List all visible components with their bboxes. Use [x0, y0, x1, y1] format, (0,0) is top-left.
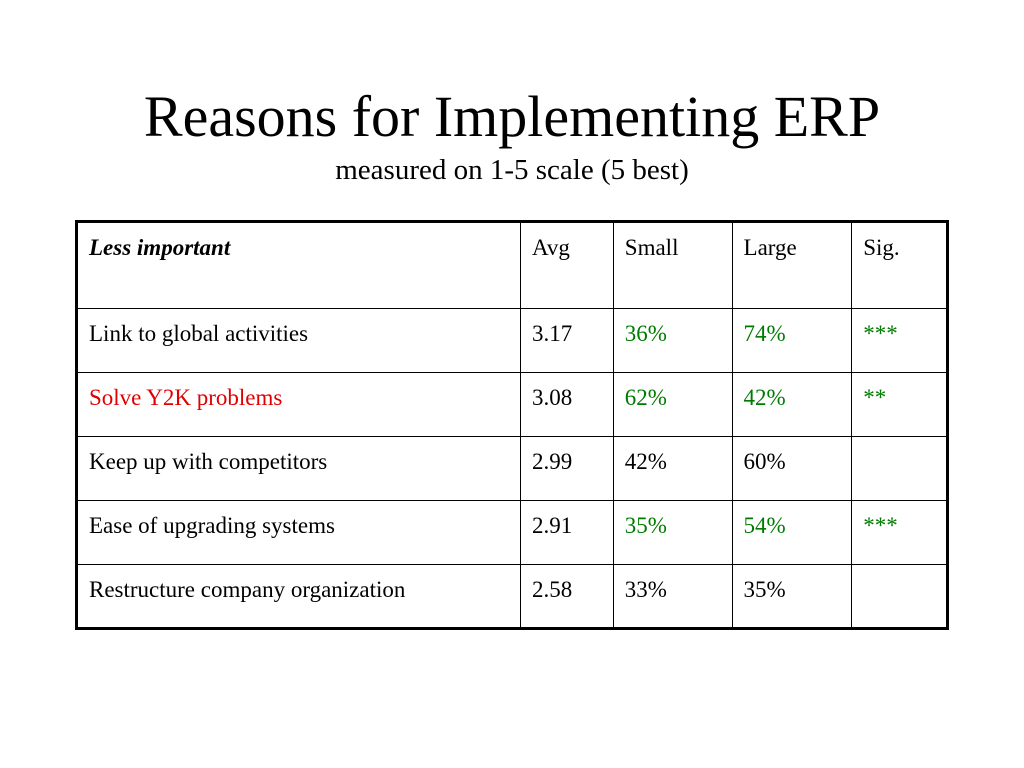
- header-large: Large: [731, 221, 853, 309]
- large-cell: 60%: [731, 436, 853, 501]
- table-row: Keep up with competitors 2.99 42% 60%: [76, 436, 948, 501]
- avg-cell: 3.08: [520, 372, 614, 437]
- large-cell: 54%: [731, 500, 853, 565]
- factor-cell: Solve Y2K problems: [76, 372, 521, 437]
- header-factor: Less important: [76, 221, 521, 309]
- avg-cell: 3.17: [520, 308, 614, 373]
- header-factor-label: Less important: [89, 235, 231, 260]
- sig-cell: ***: [851, 500, 948, 565]
- table-row: Restructure company organization 2.58 33…: [76, 564, 948, 629]
- header-small: Small: [612, 221, 733, 309]
- table-row: Ease of upgrading systems 2.91 35% 54% *…: [76, 500, 948, 565]
- factor-cell: Restructure company organization: [76, 564, 521, 629]
- small-cell: 33%: [612, 564, 733, 629]
- small-cell: 42%: [612, 436, 733, 501]
- factor-cell: Link to global activities: [76, 308, 521, 373]
- avg-cell: 2.99: [520, 436, 614, 501]
- slide-subtitle: measured on 1-5 scale (5 best): [335, 154, 689, 186]
- factor-cell: Keep up with competitors: [76, 436, 521, 501]
- table-row: Link to global activities 3.17 36% 74% *…: [76, 308, 948, 373]
- sig-cell: [851, 564, 948, 629]
- table-header-row: Less important Avg Small Large Sig.: [76, 221, 948, 309]
- sig-cell: ***: [851, 308, 948, 373]
- slide-title: Reasons for Implementing ERP: [143, 84, 881, 149]
- small-cell: 36%: [612, 308, 733, 373]
- small-cell: 62%: [612, 372, 733, 437]
- sig-cell: **: [851, 372, 948, 437]
- small-cell: 35%: [612, 500, 733, 565]
- header-sig: Sig.: [851, 221, 948, 309]
- factor-cell: Ease of upgrading systems: [76, 500, 521, 565]
- large-cell: 42%: [731, 372, 853, 437]
- sig-cell: [851, 436, 948, 501]
- avg-cell: 2.58: [520, 564, 614, 629]
- large-cell: 74%: [731, 308, 853, 373]
- table-row: Solve Y2K problems 3.08 62% 42% **: [76, 372, 948, 437]
- erp-reasons-table: Less important Avg Small Large Sig. Link…: [75, 220, 949, 630]
- avg-cell: 2.91: [520, 500, 614, 565]
- header-avg: Avg: [520, 221, 614, 309]
- large-cell: 35%: [731, 564, 853, 629]
